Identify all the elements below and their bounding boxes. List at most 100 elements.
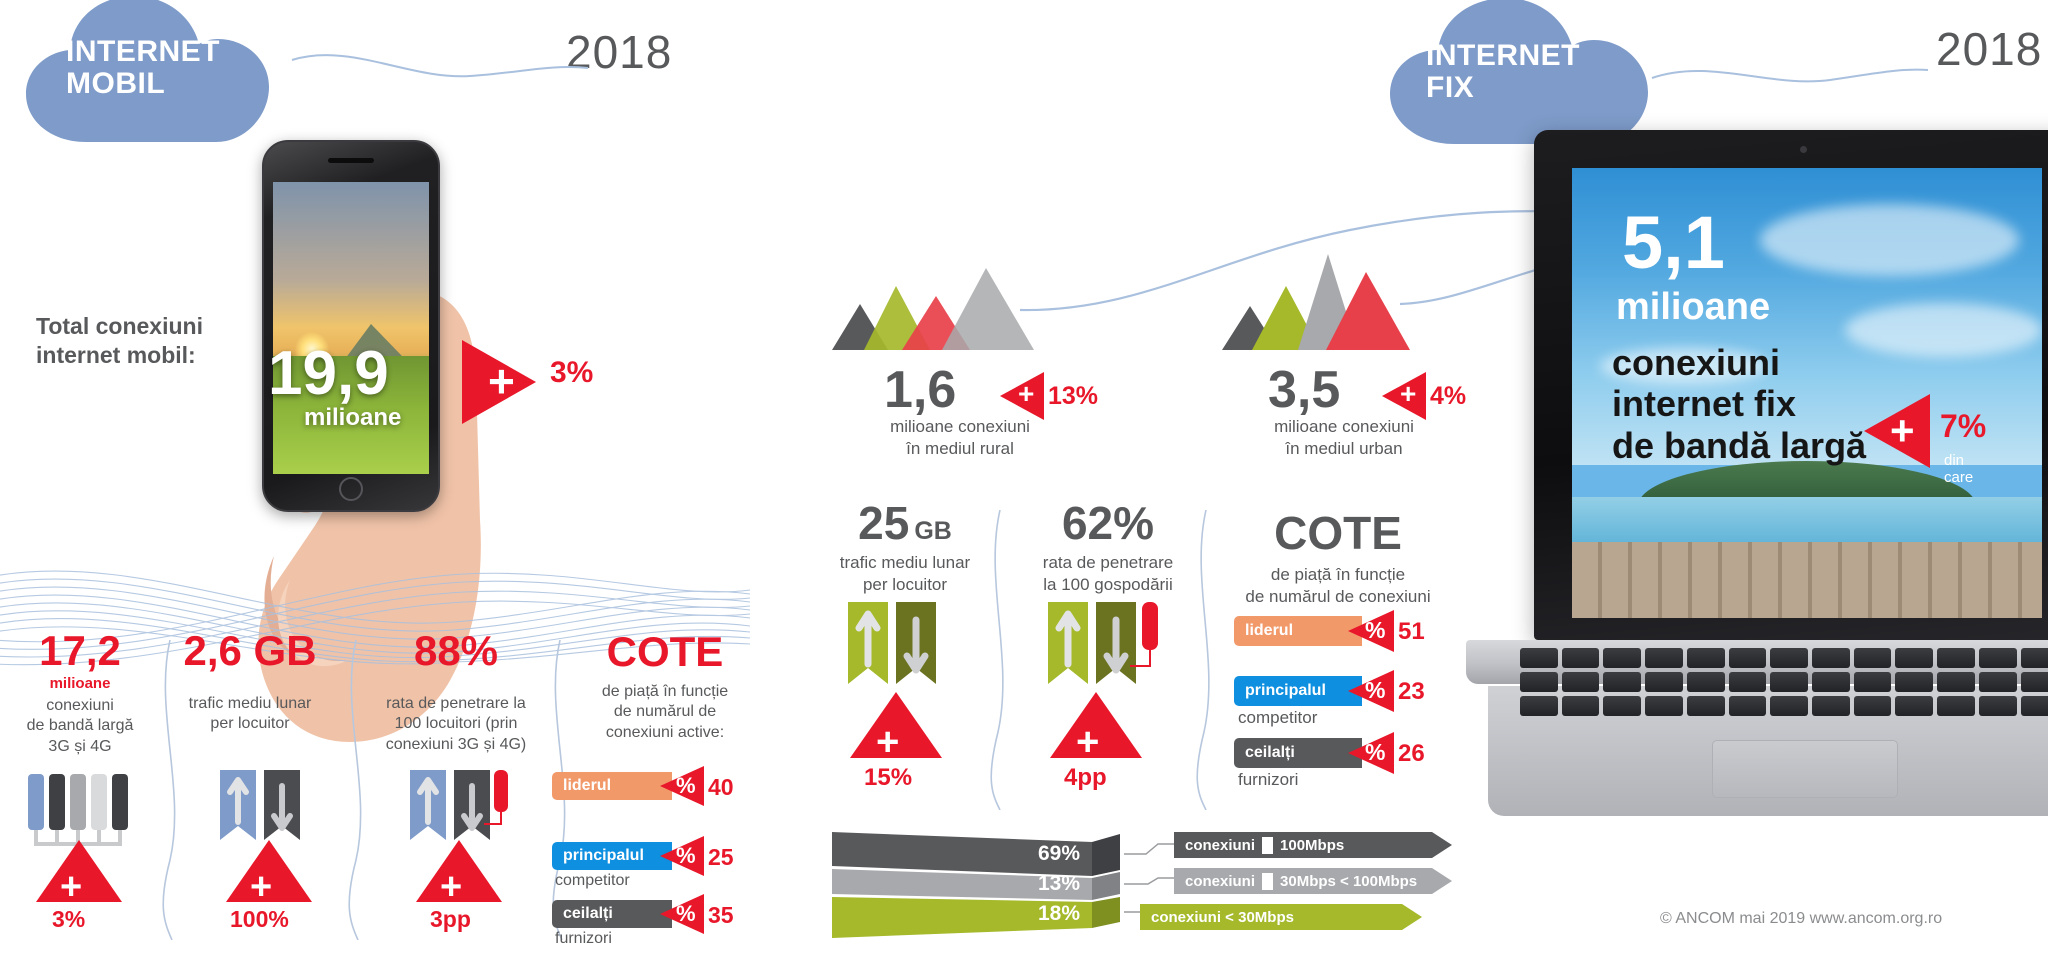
fix-headline-change-note: din care [1944,452,1974,486]
speed-tag-3[interactable]: conexiuni < 30Mbps [1140,904,1422,930]
connector-line-mobile [291,54,589,78]
cote-pct-others-fix: % 26 [1348,732,1425,774]
wallpaper-sea [1572,496,2042,546]
increase-triangle-icon [226,840,312,902]
urban-desc-line2: în mediul urban [1285,439,1403,459]
cote-subtitle-line2: de numărul de conexiuni [1245,586,1431,606]
stat-value: 17,2 [39,627,121,674]
stat-desc-line2: de bandă largă [26,717,134,735]
cote-bar-others-mobile[interactable]: ceilalți [552,900,672,928]
stat-mobile-penetration: 88% rata de penetrare la 100 locuitori (… [356,630,556,755]
cote-bar-label: liderul [1245,622,1294,639]
increase-triangle-icon [1000,372,1044,420]
ge-symbol-icon [1262,836,1274,854]
stat-change-value: 100% [230,906,289,932]
plus-sign: + [60,866,83,908]
stat-change-value: 15% [864,764,913,791]
cote-title-mobile: COTE [606,628,724,675]
stat-mobile-broadband: 17,2 milioane conexiuni de bandă largă 3… [0,630,160,757]
plus-sign: + [440,866,463,908]
increase-triangle-icon [1864,394,1930,468]
cloud-shape-fix: INTERNET FIX [1384,0,1656,144]
plus-sign: + [488,355,515,407]
fix-headline-value: 5,1 [1622,201,1725,284]
percent-symbol: % [676,843,696,868]
cote-subtitle-fix: de piață în funcție de numărul de conexi… [1202,564,1474,608]
stat-change-badge-2: + 100% [226,840,312,932]
laptop-camera-icon [1800,146,1807,153]
cote-pct-competitor-fix: % 23 [1348,670,1425,712]
pct-triangle-icon [1348,732,1394,774]
mobile-headline-unit: milioane [304,404,402,431]
cote-bar-label: principalul [563,847,644,864]
signal-bars-icon [28,774,128,850]
cloud-shape-mobile: INTERNET MOBIL [20,0,276,142]
cote-bar-leader-fix[interactable]: liderul [1234,616,1362,646]
fix-headline-desc-line2: internet fix [1612,383,1797,425]
stat-household-penetration: 62% rata de penetrare la 100 gospodării [1008,500,1208,596]
phone-notch [328,158,374,163]
cote-pct-value: 40 [708,774,734,800]
pct-triangle-icon [660,766,704,806]
total-connections-label: Total conexiuni internet mobil: [36,312,203,370]
percent-symbol: % [676,773,696,798]
plus-sign: + [1076,720,1100,764]
cote-bar-sublabel-competitor-mobile: competitor [555,872,630,889]
stat-desc-line1: trafic mediu lunar [839,553,971,572]
up-down-arrows-icon [1048,602,1158,684]
stat-unit: milioane [49,675,111,692]
increase-triangle-icon [462,340,536,424]
cote-pct-value: 26 [1398,740,1425,767]
cote-subtitle-mobile: de piață în funcție de numărul de conexi… [562,682,768,743]
speed-tag-2[interactable]: conexiuni 30Mbps < 100Mbps [1174,868,1452,894]
stat-value: 25 [858,497,910,549]
cote-bar-sublabel-others-fix: furnizori [1238,770,1299,789]
phone-screen [273,182,429,474]
urban-change-value: 4% [1430,382,1467,410]
stat-desc-line1: rata de penetrare [1042,553,1174,572]
year-label-mobile: 2018 [566,26,673,78]
cote-bar-label: ceilalți [1245,744,1295,761]
percent-symbol: % [1365,739,1386,765]
wallpaper-cloud-1 [1760,204,2019,276]
cote-bar-competitor-fix[interactable]: principalul [1234,676,1362,706]
cote-bar-competitor-mobile[interactable]: principalul [552,842,672,870]
cote-subtitle-line2: de numărul de [613,703,717,721]
plus-sign: + [250,866,273,908]
speed-tag-value: 30Mbps < 100Mbps [1280,872,1418,890]
divider-1 [162,640,176,940]
rural-change-badge: + 13% [1000,372,1098,420]
cloud-title-fix-line1: INTERNET [1426,39,1580,72]
stat-change-badge-1: + 3% [36,840,122,932]
fix-headline-change-badge: + 7% din care [1864,394,1986,486]
speed-tag-prefix: conexiuni [1185,872,1256,890]
cote-pct-value: 23 [1398,678,1425,705]
stat-desc-line1: trafic mediu lunar [188,695,312,712]
stat-value-row: 25 GB [810,500,1000,546]
laptop-trackpad[interactable] [1712,740,1898,798]
laptop-keyboard[interactable] [1520,648,2048,716]
cote-bar-others-fix[interactable]: ceilalți [1234,738,1362,768]
divider-center-2 [1196,510,1210,810]
fix-headline-unit: milioane [1616,286,1771,328]
cote-subtitle-line3: conexiuni active: [605,723,725,741]
mountains-icon-rural [832,268,1034,350]
cloud-title-mobile-line1: INTERNET [66,35,220,68]
ge-symbol-icon [1262,872,1274,890]
speed-tag-1[interactable]: conexiuni 100Mbps [1174,832,1452,858]
stat-value: 62% [1061,497,1155,549]
cote-subtitle-line1: de piață în funcție [601,683,729,700]
phone-home-button[interactable] [339,477,363,501]
wallpaper-cloud-2 [1844,303,2042,357]
cote-pct-value: 51 [1398,618,1425,645]
increase-triangle-icon [850,692,942,758]
cote-bar-label: ceilalți [563,905,613,922]
cloud-title-mobile-line2: MOBIL [66,66,166,100]
copyright-footer: © ANCOM mai 2019 www.ancom.org.ro [1660,910,1943,927]
cloud-title-fix: INTERNET FIX [1426,40,1580,103]
increase-triangle-icon [1050,692,1142,758]
pct-triangle-icon [660,894,704,934]
cote-bar-leader-mobile[interactable]: liderul [552,772,672,800]
increase-triangle-icon [1382,372,1426,420]
